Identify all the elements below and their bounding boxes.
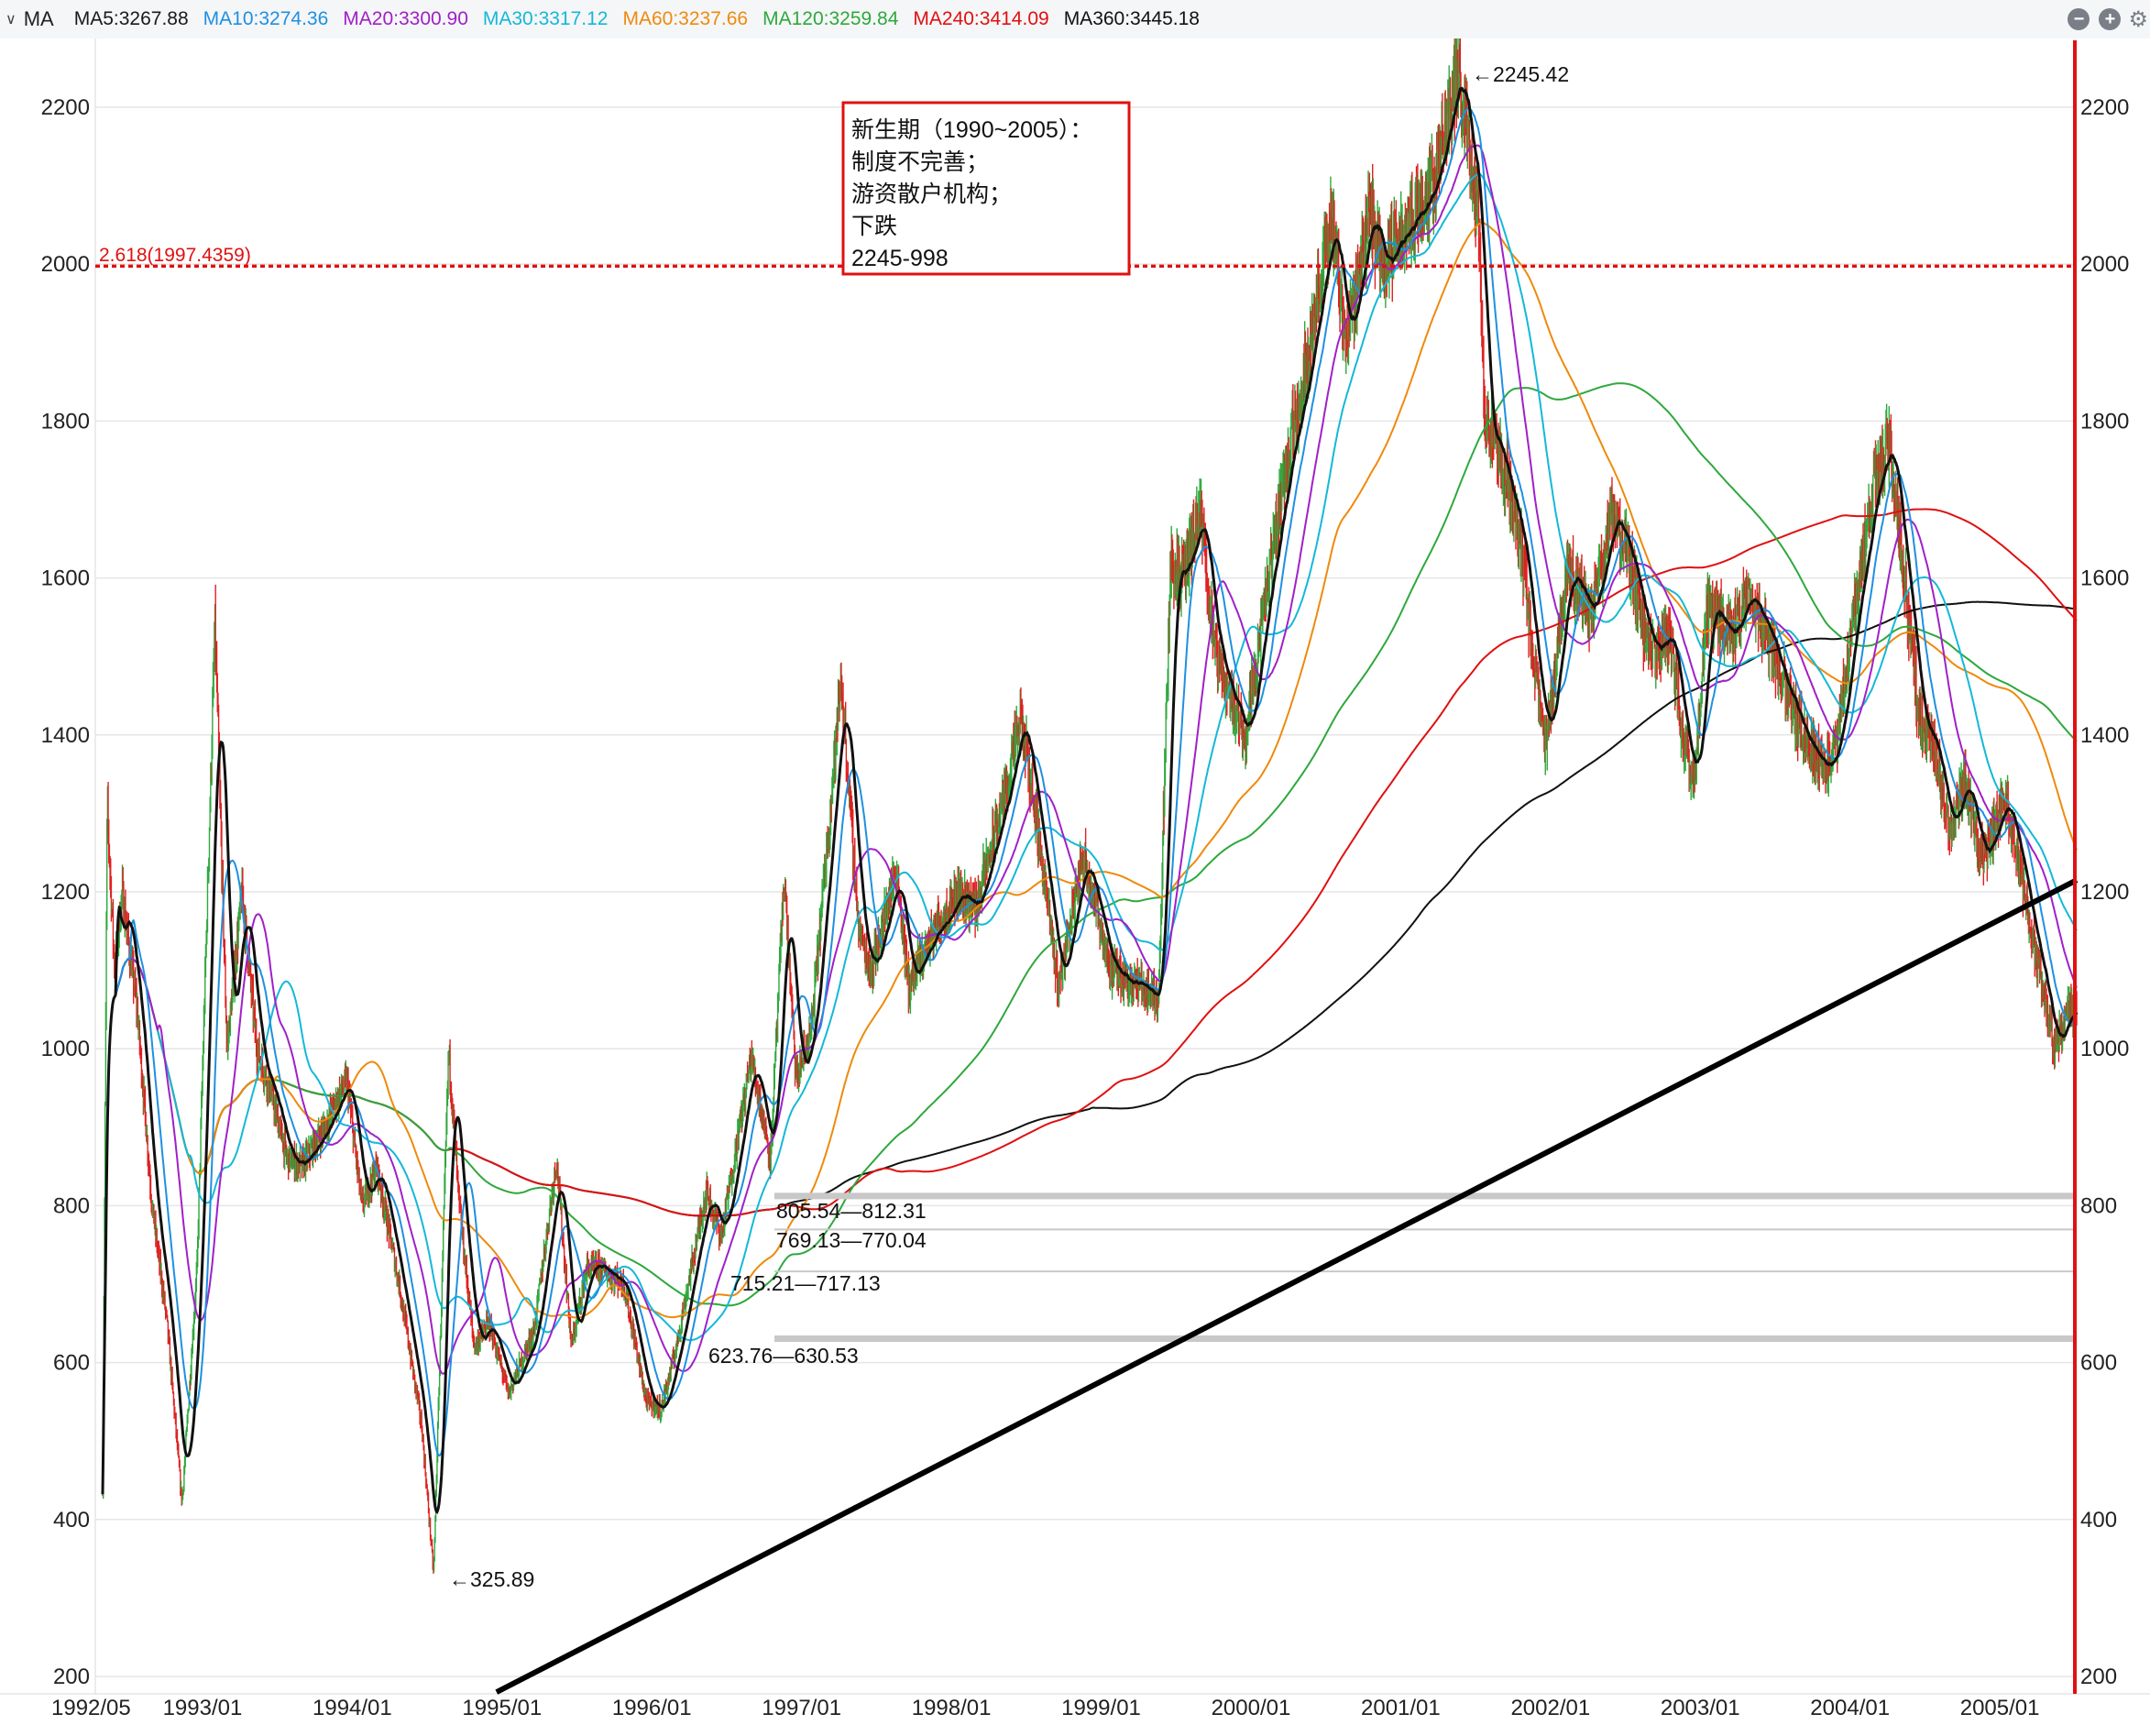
annotation-line-0: 新生期（1990~2005）： [851, 117, 1092, 143]
minus-circle-icon[interactable]: − [2068, 8, 2090, 30]
y-tick-left-1000: 1000 [41, 1037, 90, 1061]
x-tick-2001-01: 2001/01 [1361, 1696, 1441, 1720]
ma120-legend: MA120:3259.84 [762, 8, 899, 29]
indicator-toolbar: ∨ MA MA5:3267.88 MA10:3274.36 MA20:3300.… [0, 0, 2150, 39]
y-tick-right-200: 200 [2080, 1665, 2117, 1689]
y-tick-left-200: 200 [53, 1665, 90, 1689]
support-label-0: 805.54—812.31 [776, 1199, 927, 1223]
y-tick-left-1800: 1800 [41, 409, 90, 434]
x-tick-1999-01: 1999/01 [1061, 1696, 1141, 1720]
y-tick-left-600: 600 [53, 1351, 90, 1376]
x-tick-2000-01: 2000/01 [1212, 1696, 1291, 1720]
ma120-line [102, 382, 2078, 1495]
trough-label: ←325.89 [449, 1567, 534, 1591]
support-label-2: 715.21—717.13 [730, 1271, 881, 1295]
peak-label: ←2245.42 [1472, 62, 1569, 86]
support-label-3: 623.76—630.53 [708, 1344, 859, 1368]
ma-legend: ∨ MA MA5:3267.88 MA10:3274.36 MA20:3300.… [5, 0, 1214, 38]
y-tick-left-400: 400 [53, 1508, 90, 1533]
gear-icon[interactable]: ⚙ [2128, 6, 2148, 32]
x-tick-2003-01: 2003/01 [1661, 1696, 1740, 1720]
y-tick-right-2000: 2000 [2080, 252, 2129, 277]
ma30-legend: MA30:3317.12 [482, 8, 609, 29]
x-tick-1998-01: 1998/01 [912, 1696, 992, 1720]
annotation-line-2: 游资散户机构； [851, 181, 1012, 207]
indicator-controls: − + ⚙ [2058, 0, 2150, 38]
ma10-line [102, 105, 2078, 1495]
fib-label: 2.618(1997.4359) [99, 245, 251, 266]
ma5-legend: MA5:3267.88 [73, 8, 189, 29]
x-tick-1993-01: 1993/01 [163, 1696, 243, 1720]
ma20-legend: MA20:3300.90 [343, 8, 468, 29]
x-tick-2005-01: 2005/01 [1960, 1696, 2040, 1720]
support-label-1: 769.13—770.04 [776, 1228, 927, 1252]
y-tick-right-1400: 1400 [2080, 723, 2129, 748]
price-chart[interactable]: 200 200 400 400 600 600 800 800 1000 1000 1200 1200… [0, 38, 2150, 1736]
y-tick-left-1600: 1600 [41, 566, 90, 591]
ma5-line [101, 86, 2079, 1514]
y-tick-left-2200: 2200 [41, 95, 90, 120]
x-tick-1994-01: 1994/01 [313, 1696, 392, 1720]
y-tick-right-1000: 1000 [2080, 1037, 2129, 1061]
ma60-legend: MA60:3237.66 [622, 8, 749, 29]
indicator-name[interactable]: MA [23, 7, 54, 30]
ma240-legend: MA240:3414.09 [913, 8, 1049, 29]
y-tick-right-1600: 1600 [2080, 566, 2129, 591]
y-tick-right-1200: 1200 [2080, 880, 2129, 905]
ma360-legend: MA360:3445.18 [1063, 8, 1200, 29]
chevron-down-icon[interactable]: ∨ [5, 12, 16, 27]
x-tick-1995-01: 1995/01 [462, 1696, 542, 1720]
y-tick-left-2000: 2000 [41, 252, 90, 277]
y-tick-right-600: 600 [2080, 1351, 2117, 1376]
annotation-line-3: 下跌 [851, 214, 897, 239]
x-tick-1997-01: 1997/01 [762, 1696, 841, 1720]
x-tick-2002-01: 2002/01 [1510, 1696, 1590, 1720]
y-tick-right-400: 400 [2080, 1508, 2117, 1533]
ma60-line [102, 221, 2078, 1495]
ma10-legend: MA10:3274.36 [203, 8, 329, 29]
x-tick-2004-01: 2004/01 [1810, 1696, 1890, 1720]
annotation-box [841, 101, 1131, 276]
x-tick-1996-01: 1996/01 [612, 1696, 692, 1720]
y-tick-right-2200: 2200 [2080, 95, 2129, 120]
ma30-line [102, 172, 2078, 1495]
trendline [495, 877, 2079, 1695]
y-tick-right-800: 800 [2080, 1193, 2117, 1218]
annotation-line-1: 制度不完善； [851, 149, 989, 175]
plus-circle-icon[interactable]: + [2099, 8, 2122, 30]
x-tick-1992-05: 1992/05 [51, 1696, 131, 1720]
y-tick-left-800: 800 [53, 1193, 90, 1218]
y-tick-right-1800: 1800 [2080, 409, 2129, 434]
candlesticks [102, 38, 2078, 1574]
y-tick-left-1400: 1400 [41, 723, 90, 748]
annotation-line-4: 2245-998 [851, 246, 949, 271]
y-tick-left-1200: 1200 [41, 880, 90, 905]
